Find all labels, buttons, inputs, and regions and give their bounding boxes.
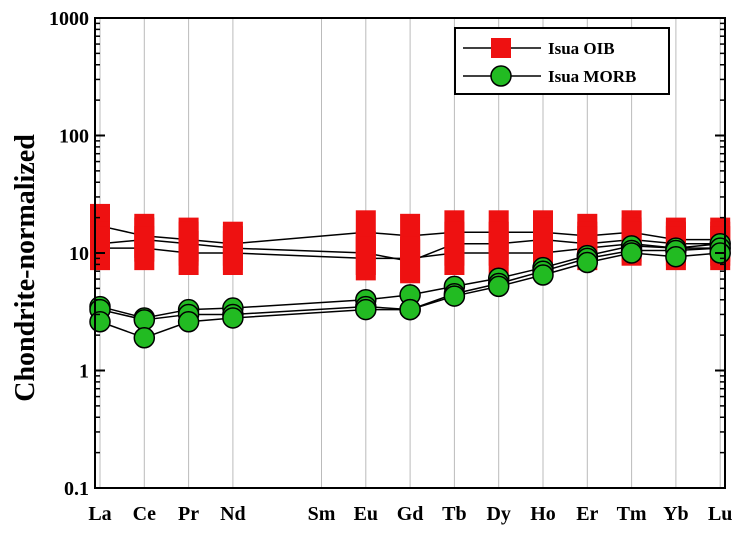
legend-item-oib: Isua OIB: [463, 38, 615, 58]
x-tick-label: Sm: [308, 503, 336, 525]
oib-point-eu: [355, 236, 376, 281]
legend: Isua OIB Isua MORB: [454, 27, 670, 95]
legend-box: [454, 27, 670, 95]
oib-point-dy: [488, 231, 509, 275]
y-tick-label: 1: [79, 361, 89, 383]
morb-point-gd: [399, 298, 421, 321]
x-tick-label: Yb: [663, 503, 689, 525]
morb-point-tb: [443, 285, 466, 307]
x-tick-label: Dy: [486, 503, 510, 525]
morb-point-ce: [133, 309, 156, 331]
morb-point-ce: [133, 326, 156, 349]
legend-morb-marker: [490, 65, 512, 87]
oib-point-gd: [400, 236, 421, 281]
morb-point-dy: [487, 275, 510, 298]
oib-point-ce: [134, 226, 155, 271]
morb-point-tm: [620, 242, 643, 264]
legend-oib-marker: [491, 38, 511, 58]
x-tick-label: Ce: [133, 503, 156, 525]
morb-point-er: [576, 251, 599, 274]
x-axis-ticks: La Ce Pr Nd Sm Eu Gd Tb Dy Ho Er Tm Yb Lu: [88, 503, 732, 525]
oib-point-tb: [444, 231, 465, 275]
morb-point-ho: [532, 264, 554, 286]
y-tick-label: 1000: [49, 8, 89, 30]
y-tick-label: 100: [59, 126, 89, 148]
y-tick-label: 10: [69, 243, 89, 265]
morb-point-eu: [355, 298, 377, 321]
legend-oib-label: Isua OIB: [548, 39, 615, 58]
x-tick-label: Pr: [178, 503, 199, 525]
oib-point-la: [90, 226, 110, 271]
y-tick-label: 0.1: [64, 478, 89, 500]
legend-item-morb: Isua MORB: [463, 65, 636, 87]
morb-point-pr: [177, 310, 200, 333]
oib-point-nd: [222, 231, 243, 275]
series-markers: [89, 203, 731, 349]
morb-point-nd: [222, 307, 244, 329]
x-tick-label: Eu: [354, 503, 378, 525]
x-tick-label: Ho: [530, 503, 556, 525]
x-tick-label: Lu: [708, 503, 732, 525]
x-tick-label: Gd: [397, 503, 424, 525]
y-axis-label: Chondrite-normalized: [10, 134, 41, 402]
morb-point-yb: [665, 245, 687, 268]
x-tick-label: Nd: [220, 503, 246, 525]
x-tick-label: Tm: [617, 503, 647, 525]
x-tick-label: Tb: [442, 503, 466, 525]
legend-morb-label: Isua MORB: [548, 67, 636, 86]
x-tick-label: La: [88, 503, 111, 525]
y-axis-ticks: 0.1 1 10 100 1000: [49, 8, 725, 500]
x-tick-label: Er: [576, 503, 598, 525]
oib-point-pr: [178, 231, 199, 275]
